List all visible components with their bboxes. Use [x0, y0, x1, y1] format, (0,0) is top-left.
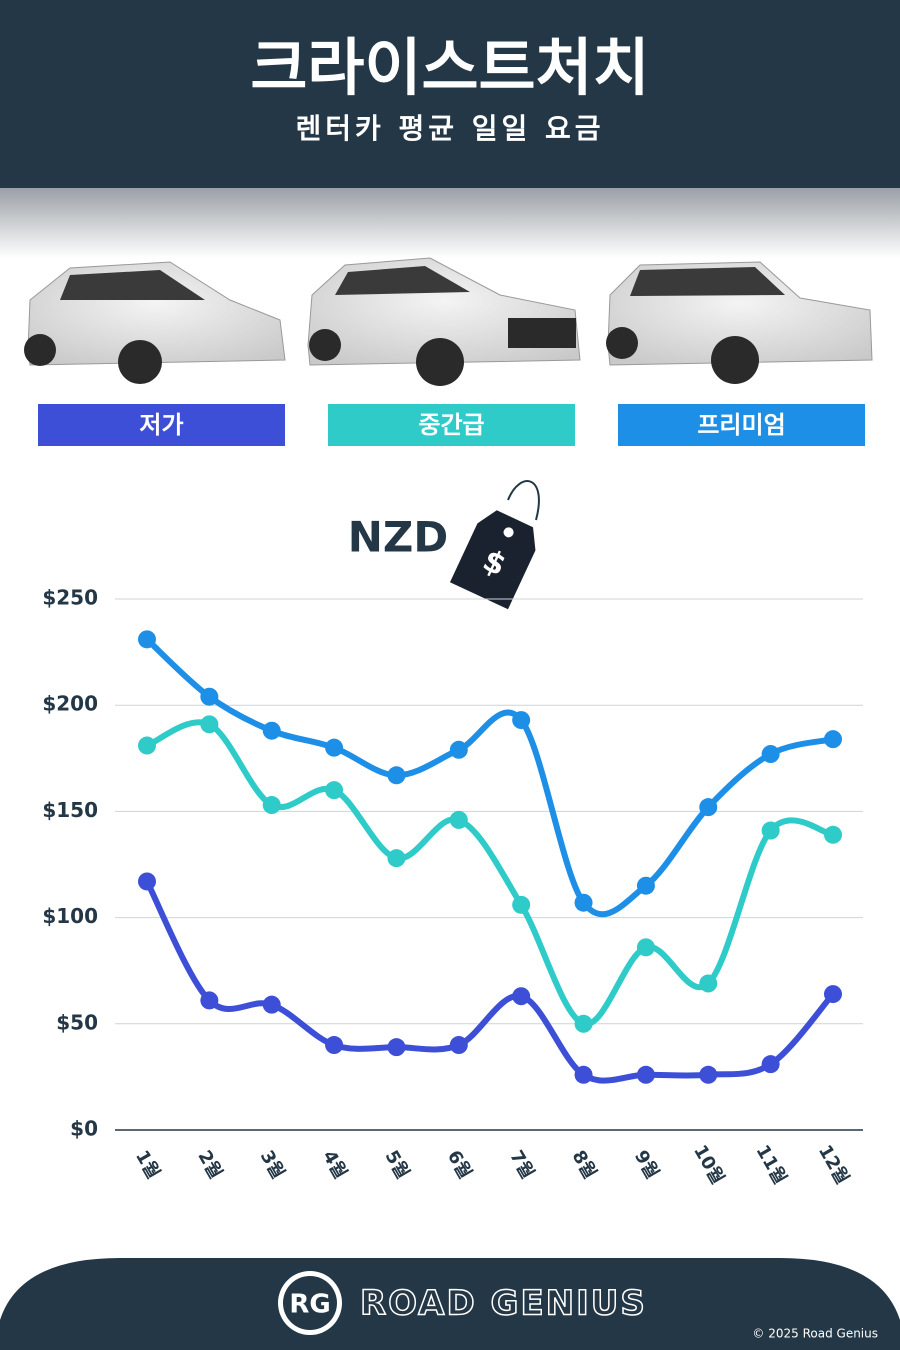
- x-tick-label: 2월: [193, 1147, 226, 1183]
- data-point: [325, 1036, 344, 1055]
- data-point: [449, 740, 468, 759]
- x-tick-label: 4월: [318, 1147, 351, 1183]
- legend: 저가 중간급 프리미엄: [38, 404, 865, 446]
- data-point: [824, 730, 842, 749]
- header-band: [0, 0, 900, 188]
- data-point: [699, 1065, 718, 1084]
- data-point: [699, 798, 718, 817]
- data-point: [387, 1038, 406, 1057]
- x-tick-label: 10월: [689, 1141, 728, 1188]
- data-point: [699, 974, 718, 993]
- data-point: [761, 745, 780, 764]
- data-point: [449, 1036, 468, 1055]
- car-midsize: [307, 257, 581, 386]
- legend-swatch: [328, 404, 575, 446]
- x-tick-label: 9월: [630, 1147, 663, 1183]
- data-point: [574, 1065, 593, 1084]
- data-point: [512, 895, 531, 914]
- data-point: [574, 1014, 593, 1033]
- data-point: [138, 872, 156, 891]
- y-tick-label: $100: [42, 904, 98, 928]
- y-tick-label: $200: [42, 692, 98, 716]
- data-point: [387, 766, 406, 785]
- x-tick-label: 3월: [256, 1147, 289, 1183]
- data-point: [200, 991, 219, 1010]
- data-point: [824, 825, 842, 844]
- data-point: [200, 687, 219, 706]
- data-point: [512, 987, 531, 1006]
- price-tag: $: [449, 480, 540, 610]
- x-tick-label: 5월: [381, 1147, 414, 1183]
- data-point: [262, 796, 281, 815]
- data-point: [449, 810, 468, 829]
- logo-text: RG: [289, 1290, 330, 1320]
- car-premium: [606, 261, 873, 384]
- data-point: [636, 876, 655, 895]
- x-tick-label: 12월: [814, 1141, 853, 1188]
- series-line: [144, 719, 836, 1027]
- data-point: [262, 995, 281, 1014]
- data-point: [262, 721, 281, 740]
- legend-swatch: [38, 404, 285, 446]
- y-tick-label: $0: [70, 1117, 98, 1141]
- series-line: [144, 878, 836, 1084]
- x-tick-label: 11월: [752, 1141, 791, 1188]
- data-point: [636, 938, 655, 957]
- data-point: [761, 821, 780, 840]
- data-point: [512, 711, 531, 730]
- y-tick-label: $150: [42, 798, 98, 822]
- y-tick-label: $250: [42, 586, 98, 610]
- data-point: [325, 781, 344, 800]
- legend-label: 중간급: [418, 411, 484, 439]
- copyright: © 2025 Road Genius: [752, 1327, 878, 1341]
- footer-band: [0, 1258, 900, 1350]
- data-point: [574, 893, 593, 912]
- data-point: [824, 985, 842, 1004]
- x-tick-label: 8월: [568, 1147, 601, 1183]
- x-tick-label: 7월: [505, 1147, 538, 1183]
- title: 크라이스트처치: [250, 31, 649, 104]
- car-economy: [24, 261, 286, 384]
- legend-label: 저가: [139, 411, 183, 439]
- header-shadow: [0, 188, 900, 258]
- subtitle: 렌터카 평균 일일 요금: [295, 112, 604, 145]
- data-point: [138, 630, 156, 649]
- data-point: [761, 1055, 780, 1074]
- data-point: [636, 1065, 655, 1084]
- currency-label: NZD: [348, 513, 448, 562]
- logo-inner: [283, 1276, 337, 1330]
- data-point: [200, 715, 219, 734]
- x-tick-label: 6월: [443, 1147, 476, 1183]
- brand: ROAD GENIUS: [360, 1284, 647, 1324]
- data-point: [325, 738, 344, 757]
- legend-label: 프리미엄: [697, 411, 785, 439]
- y-tick-label: $50: [56, 1010, 98, 1034]
- data-point: [138, 736, 156, 755]
- plot: $0 $50 $100 $150 $200 $250 1월 2월 3월 4월 5월 6월 7월 8월 9월 1…: [42, 586, 863, 1188]
- data-point: [387, 849, 406, 868]
- legend-swatch: [618, 404, 865, 446]
- x-tick-label: 1월: [131, 1147, 164, 1183]
